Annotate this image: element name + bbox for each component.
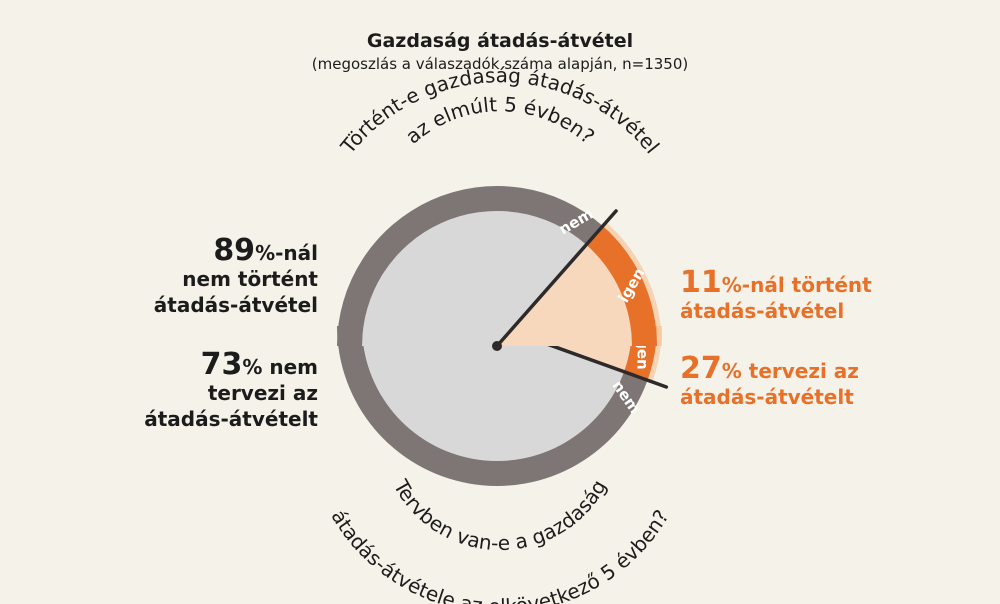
chart-subtitle: (megoszlás a válaszadók száma alapján, n… xyxy=(311,55,689,73)
top-igen-text-1: %-nál történt xyxy=(721,273,872,297)
bottom-igen-text-1: % tervezi az xyxy=(721,359,859,383)
needle-hub xyxy=(492,341,502,351)
bottom-nem-annotation: 73% nem tervezi az átadás-átvételt xyxy=(144,350,318,432)
bottom-nem-text-3: átadás-átvételt xyxy=(144,407,318,431)
igen-ring-segment xyxy=(586,225,657,346)
bottom-nem-pct: 73 xyxy=(200,347,243,382)
top-nem-text-3: átadás-átvétel xyxy=(153,293,318,317)
igen-inner-sector xyxy=(497,244,632,346)
bottom-igen-text-2: átadás-átvételt xyxy=(680,385,854,409)
bottom-igen-pct: 27 xyxy=(680,351,722,386)
bottom-nem-text-2: tervezi az xyxy=(207,381,318,405)
nem-inner-sector xyxy=(362,326,625,461)
top-nem-text-1: %-nál xyxy=(255,241,318,265)
nem-inner-sector xyxy=(362,211,587,346)
chart-title: Gazdaság átadás-átvétel xyxy=(366,30,634,52)
top-nem-text-2: nem történt xyxy=(182,267,318,291)
top-nem-pct: 89 xyxy=(213,233,256,268)
nem-ring-segment xyxy=(337,186,603,346)
bottom-question-line-1: Tervben van-e a gazdaság xyxy=(388,475,611,555)
top-igen-text-2: átadás-átvétel xyxy=(680,299,845,323)
nem-ring-segment xyxy=(337,326,648,486)
top-igen-annotation: 11%-nál történt átadás-átvétel xyxy=(680,268,872,324)
top-nem-annotation: 89%-nál nem történt átadás-átvétel xyxy=(153,236,318,318)
top-igen-pct: 11 xyxy=(680,265,722,300)
bottom-igen-annotation: 27% tervezi az átadás-átvételt xyxy=(680,354,859,410)
bottom-nem-text-1: % nem xyxy=(242,355,318,379)
needle xyxy=(495,209,618,348)
